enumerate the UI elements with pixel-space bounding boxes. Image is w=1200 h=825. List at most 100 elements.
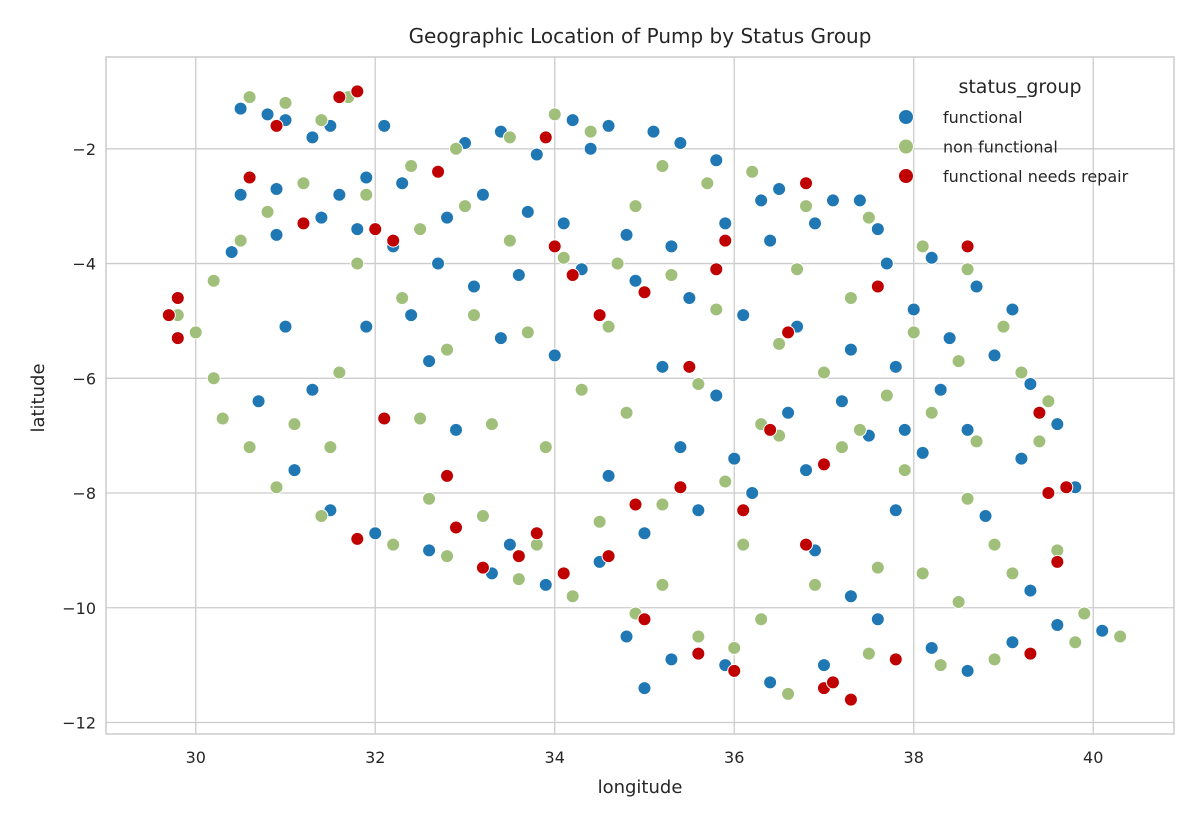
data-point xyxy=(825,675,840,690)
data-point xyxy=(969,434,984,449)
data-point xyxy=(897,463,912,478)
data-point xyxy=(870,560,885,575)
legend-label: functional needs repair xyxy=(943,167,1129,186)
data-point xyxy=(404,308,419,323)
data-point xyxy=(556,216,571,231)
legend-marker xyxy=(898,168,914,184)
data-point xyxy=(1014,451,1029,466)
data-point xyxy=(583,124,598,139)
data-point xyxy=(799,176,814,191)
data-point xyxy=(655,497,670,512)
data-point xyxy=(538,577,553,592)
data-point xyxy=(646,124,661,139)
data-point xyxy=(449,422,464,437)
data-point xyxy=(502,130,517,145)
data-point xyxy=(449,141,464,156)
data-point xyxy=(1023,377,1038,392)
data-point xyxy=(834,394,849,409)
data-point xyxy=(933,658,948,673)
plot-area xyxy=(105,56,1175,735)
data-point xyxy=(772,181,787,196)
data-point xyxy=(816,658,831,673)
data-point xyxy=(843,290,858,305)
data-point xyxy=(449,520,464,535)
data-point xyxy=(808,577,823,592)
data-point xyxy=(700,176,715,191)
data-point xyxy=(287,417,302,432)
x-tick-label: 38 xyxy=(904,748,924,767)
data-point xyxy=(888,503,903,518)
y-tick-label: −10 xyxy=(62,599,96,618)
data-point xyxy=(754,612,769,627)
data-point xyxy=(359,187,374,202)
data-point xyxy=(269,227,284,242)
data-point xyxy=(529,526,544,541)
data-point xyxy=(206,273,221,288)
data-point xyxy=(547,107,562,122)
data-point xyxy=(987,348,1002,363)
data-point xyxy=(233,101,248,116)
data-point xyxy=(816,457,831,472)
y-tick-label: −4 xyxy=(72,255,96,274)
data-point xyxy=(996,319,1011,334)
data-point xyxy=(906,325,921,340)
data-point xyxy=(431,256,446,271)
data-point xyxy=(314,210,329,225)
data-point xyxy=(843,589,858,604)
data-point xyxy=(251,394,266,409)
data-point xyxy=(1077,606,1092,621)
data-point xyxy=(502,233,517,248)
data-point xyxy=(655,159,670,174)
data-point xyxy=(691,646,706,661)
data-point xyxy=(772,336,787,351)
data-point xyxy=(852,193,867,208)
data-point xyxy=(781,686,796,701)
data-point xyxy=(413,222,428,237)
data-point xyxy=(440,342,455,357)
data-point xyxy=(745,486,760,501)
data-point xyxy=(727,451,742,466)
data-point xyxy=(368,222,383,237)
data-point xyxy=(493,331,508,346)
data-point xyxy=(538,440,553,455)
data-point xyxy=(879,256,894,271)
data-point xyxy=(592,514,607,529)
data-point xyxy=(1050,417,1065,432)
data-point xyxy=(529,147,544,162)
data-point xyxy=(520,325,535,340)
data-point xyxy=(843,692,858,707)
data-point xyxy=(475,508,490,523)
legend-title: status_group xyxy=(958,76,1081,98)
data-point xyxy=(870,279,885,294)
data-point xyxy=(233,233,248,248)
data-point xyxy=(1041,394,1056,409)
data-point xyxy=(323,440,338,455)
chart-title: Geographic Location of Pump by Status Gr… xyxy=(409,24,872,48)
data-point xyxy=(709,388,724,403)
data-point xyxy=(269,181,284,196)
data-point xyxy=(350,531,365,546)
data-point xyxy=(655,359,670,374)
data-point xyxy=(736,308,751,323)
data-point xyxy=(987,652,1002,667)
data-point xyxy=(637,526,652,541)
data-point xyxy=(799,537,814,552)
data-point xyxy=(332,90,347,105)
data-point xyxy=(718,233,733,248)
x-tick-labels: 30 32 34 36 38 40 xyxy=(186,748,1104,767)
data-point xyxy=(538,130,553,145)
data-point xyxy=(601,319,616,334)
data-point xyxy=(960,239,975,254)
y-axis-label: latitude xyxy=(28,363,49,432)
x-tick-label: 36 xyxy=(724,748,744,767)
data-point xyxy=(422,543,437,558)
data-point xyxy=(565,113,580,128)
data-point xyxy=(278,319,293,334)
data-point xyxy=(278,95,293,110)
data-point xyxy=(897,422,912,437)
data-point xyxy=(960,663,975,678)
legend-marker xyxy=(898,109,914,125)
data-point xyxy=(870,222,885,237)
data-point xyxy=(673,136,688,151)
data-point xyxy=(260,204,275,219)
